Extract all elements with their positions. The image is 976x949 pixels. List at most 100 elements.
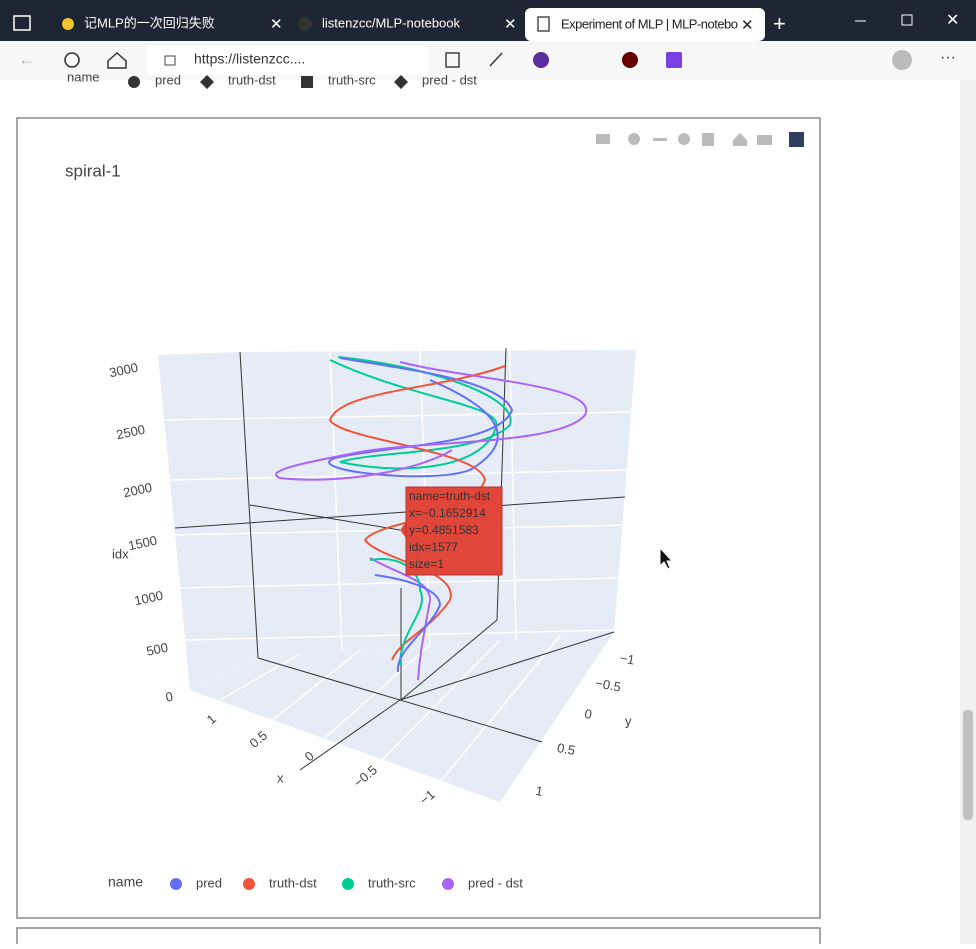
scroll-thumb[interactable] xyxy=(963,710,973,820)
y-axis-title: y xyxy=(625,713,632,728)
z-tick-label: 0 xyxy=(164,689,174,705)
tab-icon xyxy=(298,17,312,31)
legend-marker xyxy=(301,76,313,88)
legend-label: truth-dst xyxy=(269,875,317,890)
ext-icon[interactable] xyxy=(533,52,549,68)
tab-bar xyxy=(0,0,976,41)
toolbar-icons: ··· xyxy=(445,49,956,70)
legend-marker xyxy=(200,75,214,89)
pane xyxy=(158,352,258,690)
y-tick-label: −0.5 xyxy=(594,675,622,694)
tab-close[interactable]: ✕ xyxy=(270,16,283,33)
z-tick-label: 1500 xyxy=(127,533,158,554)
tooltip-line: x=−0.1652914 xyxy=(409,506,486,520)
tooltip-line: size=1 xyxy=(409,557,444,571)
tooltip: name=truth-dst x=−0.1652914 y=0.4851583 idx… xyxy=(400,486,503,576)
maximize[interactable] xyxy=(901,14,913,26)
tab[interactable]: 记MLP的一次回归失败 ✕ xyxy=(62,15,283,33)
z-tick-label: 1000 xyxy=(133,588,164,609)
tab-actions[interactable] xyxy=(13,15,31,31)
z-ticks: 0 500 1000 1500 2000 2500 3000 xyxy=(108,360,174,705)
tab-title: Experiment of MLP | MLP-notebo xyxy=(561,16,738,31)
legend-label: pred xyxy=(155,72,181,87)
tooltip-pointer xyxy=(400,522,406,538)
z-tick-label: 2500 xyxy=(115,422,146,443)
close-window[interactable]: ✕ xyxy=(946,12,959,29)
new-tab[interactable]: + xyxy=(773,11,786,36)
pen-icon[interactable] xyxy=(489,52,503,67)
legend-marker xyxy=(394,75,408,89)
y-tick-label: 0 xyxy=(583,706,593,722)
tab-title: listenzcc/MLP-notebook xyxy=(322,15,461,30)
mode-button[interactable] xyxy=(596,134,610,144)
legend: name pred truth-dst truth-src pred - dst xyxy=(108,874,523,891)
top-legend: name pred truth-dst truth-src pred - dst xyxy=(67,69,477,89)
pane xyxy=(190,632,614,802)
trace-pred xyxy=(374,574,442,673)
profile[interactable] xyxy=(892,50,912,70)
mode-button[interactable] xyxy=(678,133,690,145)
menu[interactable]: ··· xyxy=(940,49,956,66)
z-tick-label: 500 xyxy=(145,640,169,659)
address-bar[interactable] xyxy=(146,45,428,75)
y-tick-label: −1 xyxy=(619,650,636,667)
refresh-button[interactable] xyxy=(64,52,80,68)
plotly-logo[interactable] xyxy=(789,132,804,147)
next-plot xyxy=(16,927,821,949)
legend-marker xyxy=(442,878,454,890)
tab-close[interactable]: ✕ xyxy=(741,17,754,34)
trace-truth-src xyxy=(329,356,512,470)
y-ticks: −1 −0.50 0.5 1 xyxy=(534,650,635,799)
lock-icon xyxy=(164,55,176,66)
tooltip-line: idx=1577 xyxy=(409,540,458,554)
back-button[interactable]: ← xyxy=(18,49,36,69)
x-tick-label: −1 xyxy=(417,787,438,808)
trace-pred xyxy=(328,357,514,478)
tooltip-text: name=truth-dst x=−0.1652914 y=0.4851583 idx… xyxy=(409,489,491,571)
legend-label: pred xyxy=(196,875,222,890)
ext-icon[interactable] xyxy=(622,52,638,68)
legend-marker xyxy=(170,878,182,890)
legend-label: truth-dst xyxy=(228,72,276,87)
mode-button[interactable] xyxy=(653,138,667,141)
y-tick-label: 0.5 xyxy=(556,740,576,758)
axis-lines xyxy=(174,347,626,771)
tab-icon xyxy=(62,18,74,30)
modebar xyxy=(596,132,804,147)
tooltip-box xyxy=(405,486,503,576)
mouse-cursor xyxy=(659,546,674,570)
legend-label: truth-src xyxy=(328,72,376,87)
z-tick-label: 2000 xyxy=(122,480,153,501)
tab[interactable]: listenzcc/MLP-notebook ✕ xyxy=(298,15,517,33)
grid xyxy=(161,349,637,783)
home-button[interactable] xyxy=(107,51,127,69)
mode-button[interactable] xyxy=(733,133,747,146)
y-tick-label: 1 xyxy=(534,783,544,799)
tab-title: 记MLP的一次回归失败 xyxy=(84,15,215,30)
ext-icon[interactable] xyxy=(666,52,682,68)
z-axis-title: idx xyxy=(112,546,129,561)
legend-title: name xyxy=(108,874,143,890)
mode-button[interactable] xyxy=(628,133,640,145)
mode-button[interactable] xyxy=(757,135,772,145)
legend-label: pred - dst xyxy=(422,72,477,87)
legend-marker xyxy=(128,76,140,88)
legend-marker xyxy=(243,878,255,890)
legend-label: pred - dst xyxy=(468,875,523,890)
trace-truth-src xyxy=(369,558,423,666)
legend-title: name xyxy=(67,69,100,84)
x-axis-title: x xyxy=(277,770,284,785)
url: https://listenzcc.... xyxy=(194,51,305,67)
legend-label: truth-src xyxy=(368,875,416,890)
trace-pred-dst xyxy=(275,361,588,681)
tooltip-line: y=0.4851583 xyxy=(409,523,479,537)
tooltip-line: name=truth-dst xyxy=(409,489,491,503)
z-tick-label: 3000 xyxy=(108,360,139,381)
tab-close[interactable]: ✕ xyxy=(504,16,517,33)
active-tab[interactable] xyxy=(525,8,765,41)
reader-icon[interactable] xyxy=(445,52,460,68)
legend-marker xyxy=(342,878,354,890)
tab-icon xyxy=(537,16,550,32)
mode-button[interactable] xyxy=(702,133,714,146)
